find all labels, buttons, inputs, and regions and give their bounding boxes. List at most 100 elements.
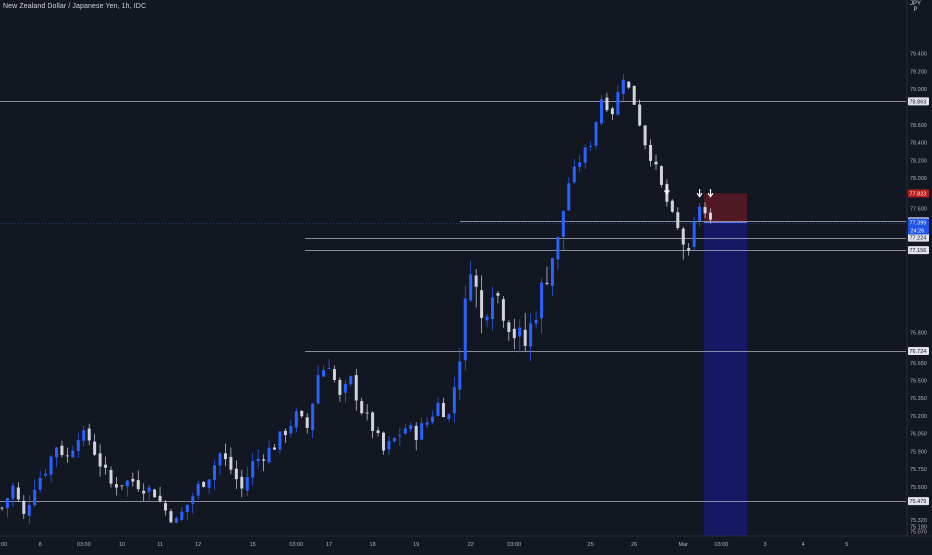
candle <box>251 453 255 486</box>
candle <box>676 207 680 231</box>
candle <box>120 485 124 490</box>
candle <box>567 177 571 211</box>
symbol-title: New Zealand Dollar / Japanese Yen, 1h, I… <box>3 3 147 10</box>
candle <box>180 507 184 522</box>
time-tick-label: 19 <box>413 542 419 548</box>
svg-text:76.724: 76.724 <box>910 349 927 355</box>
time-tick-label: 4 <box>802 542 805 548</box>
candle <box>174 516 178 523</box>
candle <box>485 314 489 328</box>
candle <box>93 433 97 457</box>
candle <box>44 468 48 479</box>
time-tick-label: 03:00 <box>715 542 729 548</box>
candle <box>382 431 385 455</box>
price-tick-label: 76.050 <box>910 432 927 438</box>
candle <box>0 506 4 511</box>
candle <box>332 365 336 383</box>
candle <box>27 494 31 524</box>
svg-text:24:26: 24:26 <box>911 229 925 235</box>
price-tick-label: 75.750 <box>910 467 927 473</box>
candle <box>507 320 511 341</box>
candle <box>114 476 118 496</box>
price-tick-label: 75.320 <box>910 518 927 524</box>
candle <box>202 481 206 488</box>
candle <box>360 397 364 415</box>
svg-text:77.823: 77.823 <box>910 191 927 197</box>
time-tick-label: 12 <box>195 542 201 548</box>
candle <box>5 497 9 518</box>
candle <box>594 121 598 150</box>
position-zones <box>704 193 747 536</box>
time-tick-label: 03:00 <box>289 542 303 548</box>
candle <box>218 452 222 476</box>
candle <box>681 226 685 260</box>
candle <box>278 431 282 454</box>
candle <box>518 319 522 353</box>
candle <box>267 440 271 465</box>
candle <box>561 210 565 250</box>
candle <box>463 286 467 371</box>
candle <box>354 368 358 411</box>
candle <box>649 139 653 167</box>
price-axis[interactable]: 79.400 79.200 79.000 78.600 78.400 78.200 78.0… <box>906 0 929 536</box>
candle <box>610 106 614 121</box>
candle <box>409 422 413 432</box>
take-profit-zone[interactable] <box>704 222 747 536</box>
candle <box>38 470 42 493</box>
candle <box>98 444 102 477</box>
candle <box>556 236 560 270</box>
candle <box>49 454 53 483</box>
candle <box>545 266 549 286</box>
countdown-badge: 24:26 <box>908 226 929 235</box>
candle <box>376 426 380 437</box>
price-tick-label: 76.500 <box>910 378 927 384</box>
time-tick-label: 25 <box>588 542 594 548</box>
candle <box>158 486 162 503</box>
candle <box>621 73 625 101</box>
candle <box>550 258 554 296</box>
candle <box>583 144 587 170</box>
candle <box>654 154 658 170</box>
level-badge: 77.224 <box>908 233 929 242</box>
time-tick-label: 17 <box>326 542 332 548</box>
candle <box>371 411 375 439</box>
candle <box>512 318 516 350</box>
time-tick-label: 8 <box>39 542 42 548</box>
price-tick-label: 76.200 <box>910 414 927 420</box>
time-tick-label: 11 <box>157 542 163 548</box>
candle <box>338 377 342 402</box>
time-tick-label: 22 <box>468 542 474 548</box>
candle <box>55 446 58 468</box>
candle <box>273 444 276 450</box>
candle <box>196 480 200 500</box>
candle <box>125 479 129 497</box>
candle <box>136 470 140 492</box>
candle <box>131 472 135 487</box>
candle <box>185 504 189 521</box>
candle <box>589 141 593 152</box>
svg-text:77.156: 77.156 <box>910 248 927 254</box>
candle <box>262 454 266 472</box>
price-tick-label: 76.800 <box>910 331 927 337</box>
candle <box>327 358 331 370</box>
candle <box>420 417 424 441</box>
candle <box>491 286 494 331</box>
candle <box>207 479 211 495</box>
candle <box>480 275 484 334</box>
down-arrow-icon <box>663 186 670 195</box>
time-axis[interactable]: 2:00 8 03:00 10 11 12 15 03:00 17 18 19 22 03:00 25 26… <box>0 535 932 548</box>
currency-label: JPY P <box>910 1 921 13</box>
candle <box>638 99 642 127</box>
candle <box>703 202 707 219</box>
candle <box>670 199 674 213</box>
candle <box>16 482 20 502</box>
candle <box>294 407 298 433</box>
candle <box>169 508 173 524</box>
candle <box>87 423 91 446</box>
candle <box>452 377 456 423</box>
currency-top: JPY <box>910 1 922 7</box>
entry-price-badge: 77.399 <box>908 218 929 227</box>
candle <box>164 500 167 516</box>
